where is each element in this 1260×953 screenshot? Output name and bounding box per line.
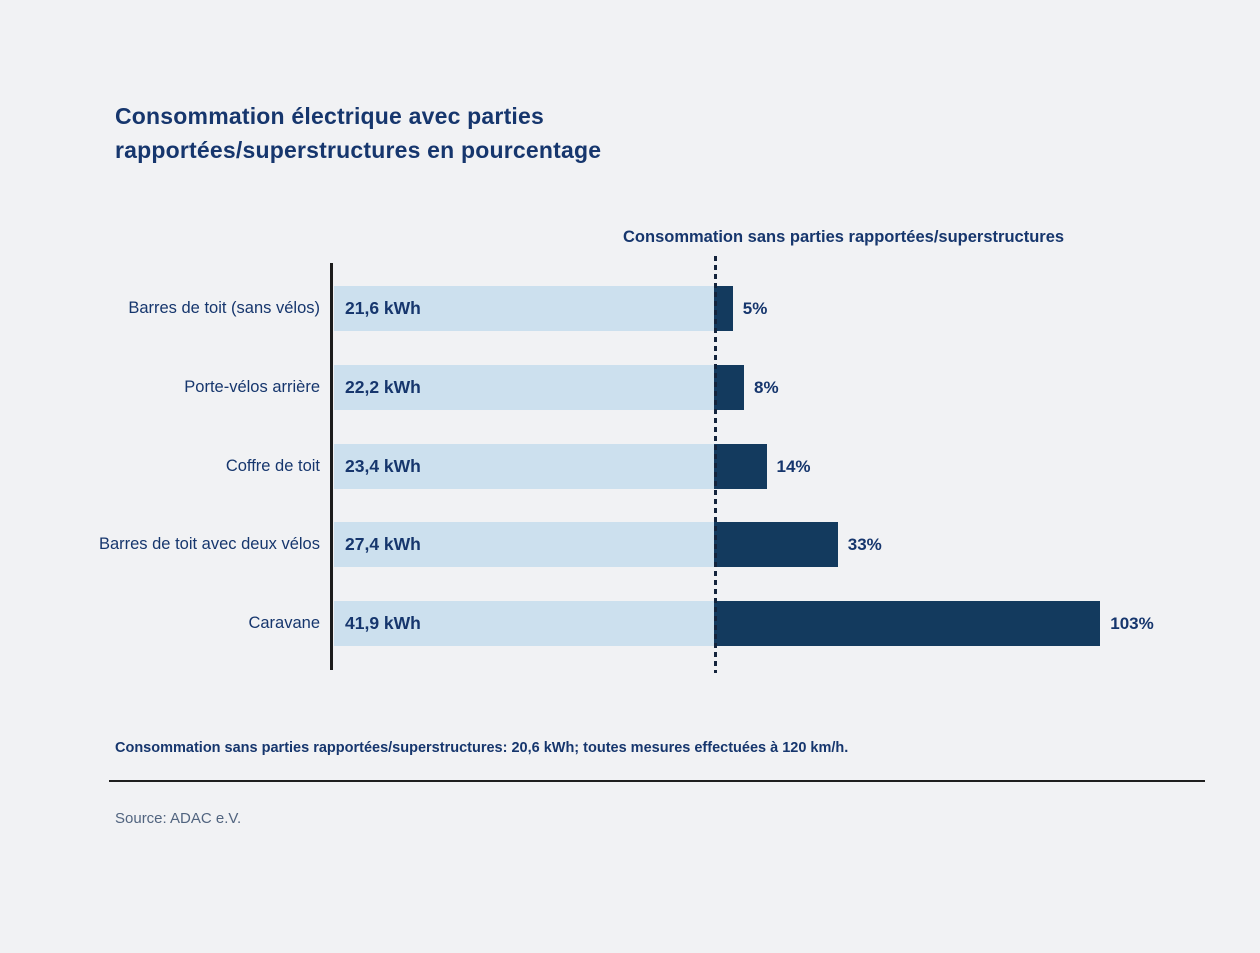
bar-row: Porte-vélos arrière 22,2 kWh 8% xyxy=(0,365,1260,410)
base-consumption-bar: 41,9 kWh xyxy=(334,601,714,646)
baseline-annotation: Consommation sans parties rapportées/sup… xyxy=(623,228,1065,246)
base-consumption-bar: 21,6 kWh xyxy=(334,286,714,331)
kwh-value: 23,4 kWh xyxy=(345,456,421,476)
category-label: Porte-vélos arrière xyxy=(184,378,320,396)
excess-bar-group: 5% xyxy=(714,286,767,331)
percent-label: 14% xyxy=(776,456,811,476)
kwh-value: 27,4 kWh xyxy=(345,534,421,554)
excess-bar-group: 14% xyxy=(714,444,811,489)
base-consumption-bar: 22,2 kWh xyxy=(334,365,714,410)
percent-label: 5% xyxy=(742,298,768,318)
base-consumption-bar: 27,4 kWh xyxy=(334,522,714,567)
bar-row: Barres de toit avec deux vélos 27,4 kWh … xyxy=(0,522,1260,567)
excess-percent-bar xyxy=(714,601,1101,646)
kwh-value: 21,6 kWh xyxy=(345,298,421,318)
excess-bar-group: 33% xyxy=(714,522,882,567)
chart-title: Consommation électrique avec parties rap… xyxy=(115,103,602,163)
kwh-value: 22,2 kWh xyxy=(345,377,421,397)
percent-label: 33% xyxy=(847,534,882,554)
excess-percent-bar xyxy=(714,522,838,567)
divider-line xyxy=(109,780,1205,782)
category-label: Coffre de toit xyxy=(225,457,320,475)
excess-percent-bar xyxy=(714,286,733,331)
baseline-dotted-line xyxy=(714,256,717,673)
excess-bar-group: 8% xyxy=(714,365,779,410)
footnote: Consommation sans parties rapportées/sup… xyxy=(115,740,849,756)
category-label: Barres de toit avec deux vélos xyxy=(98,535,320,553)
excess-percent-bar xyxy=(714,365,744,410)
y-axis-line xyxy=(330,263,333,670)
excess-bar-group: 103% xyxy=(714,601,1154,646)
excess-percent-bar xyxy=(714,444,767,489)
percent-label: 103% xyxy=(1110,613,1154,633)
base-consumption-bar: 23,4 kWh xyxy=(334,444,714,489)
kwh-value: 41,9 kWh xyxy=(345,613,421,633)
category-label: Caravane xyxy=(248,614,320,632)
bar-row: Barres de toit (sans vélos) 21,6 kWh 5% xyxy=(0,286,1260,331)
category-label: Barres de toit (sans vélos) xyxy=(128,299,320,317)
bar-row: Caravane 41,9 kWh 103% xyxy=(0,601,1260,646)
source-text: Source: ADAC e.V. xyxy=(115,810,242,827)
bar-row: Coffre de toit 23,4 kWh 14% xyxy=(0,444,1260,489)
percent-label: 8% xyxy=(754,377,779,397)
